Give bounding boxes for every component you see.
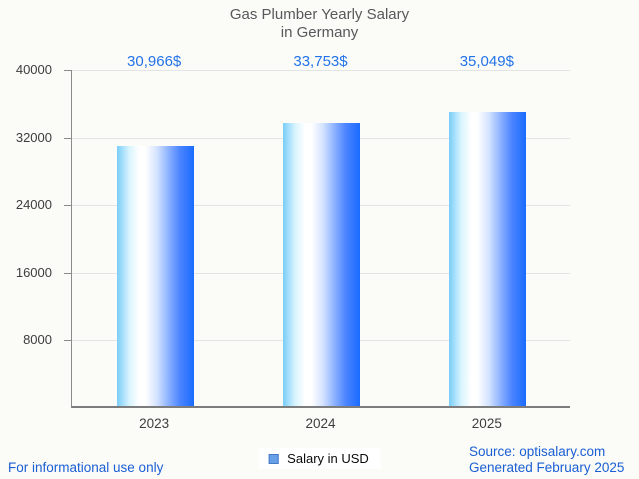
x-axis-label-2025: 2025 [471,416,502,431]
source-block: Source: optisalary.com Generated Februar… [469,444,624,475]
y-axis-label-32000: 32000 [15,129,52,145]
y-axis-label-24000: 24000 [15,197,52,213]
legend: Salary in USD [258,448,381,469]
y-tick-16000 [64,272,71,274]
y-tick-32000 [64,137,71,139]
value-label-2025: 35,049$ [459,53,514,70]
y-tick-8000 [64,340,71,342]
x-axis-label-2023: 2023 [139,416,170,431]
generated-date: Generated February 2025 [469,459,625,475]
y-axis-label-16000: 16000 [15,264,52,280]
chart-title: Gas Plumber Yearly Salary in Germany [0,6,639,41]
source-link[interactable]: Source: optisalary.com [469,444,606,459]
bar-2025 [449,111,527,406]
chart-title-line1: Gas Plumber Yearly Salary [229,6,410,23]
x-axis-label-2024: 2024 [305,416,336,431]
value-label-2023: 30,966$ [127,53,182,70]
bar-2024 [283,122,360,406]
gridline-40000 [72,70,570,71]
y-axis-label-40000: 40000 [15,62,52,77]
legend-label: Salary in USD [287,451,369,466]
y-tick-40000 [64,70,71,71]
y-tick-24000 [64,205,71,207]
legend-swatch-icon [268,453,279,464]
bar-2023 [116,146,194,406]
chart-title-line2: in Germany [280,23,359,41]
value-label-2024: 33,753$ [293,53,348,70]
y-axis-label-8000: 8000 [23,332,52,348]
plot-area [71,70,570,408]
disclaimer-text: For informational use only [8,460,164,475]
